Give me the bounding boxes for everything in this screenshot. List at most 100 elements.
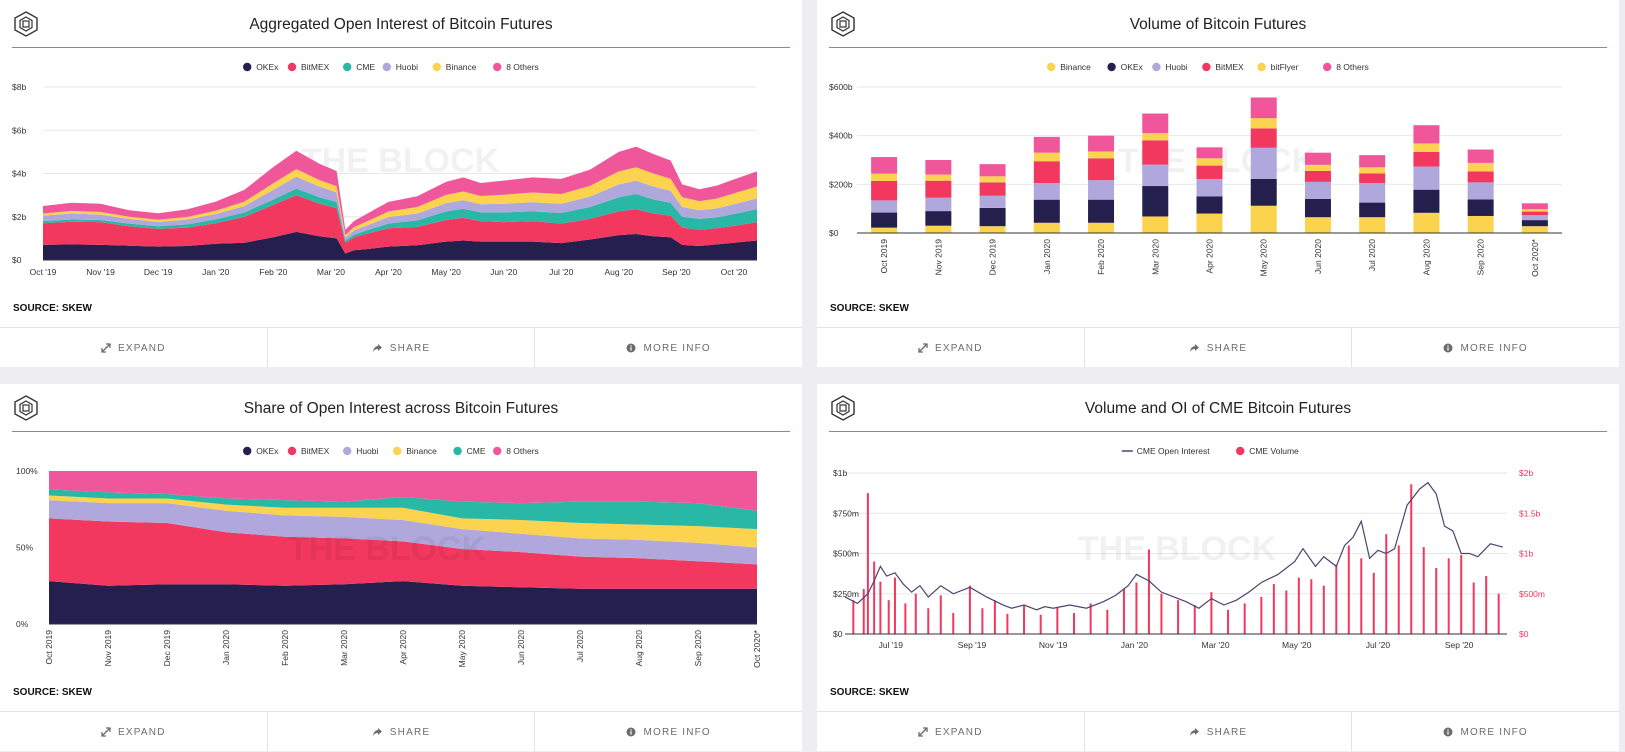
volume-bar (1372, 572, 1375, 634)
bar-bitflyer (871, 173, 898, 181)
share-button[interactable]: SHARE (1085, 712, 1353, 751)
bar-8-others (1304, 152, 1331, 165)
x-tick-label: May '20 (1282, 640, 1312, 650)
share-button[interactable]: SHARE (1085, 328, 1353, 367)
volume-bar (893, 577, 896, 634)
volume-bar (873, 561, 876, 634)
x-tick-label: Oct '20 (721, 267, 748, 277)
volume-bar (952, 613, 955, 634)
expand-button[interactable]: EXPAND (817, 712, 1085, 751)
bar-bitmex (1142, 140, 1169, 165)
bar-binance (1359, 217, 1386, 233)
legend-swatch-binance (1047, 62, 1056, 72)
area-bitmex (49, 518, 757, 589)
volume-bar (1227, 609, 1230, 634)
card-actions: EXPAND SHARE MORE INFO (0, 327, 802, 367)
legend-label-cme: CME (467, 446, 486, 456)
bar-bitmex (925, 180, 952, 198)
legend-swatch-okex (243, 446, 252, 456)
x-tick-label: Dec 2019 (162, 630, 172, 667)
legend-swatch-huobi (1152, 62, 1161, 72)
y-left-tick-label: $750m (833, 508, 859, 518)
bar-okex (1304, 198, 1331, 218)
volume-bar (1039, 614, 1042, 634)
legend-label-okex: OKEx (1121, 62, 1144, 72)
expand-button[interactable]: EXPAND (817, 328, 1085, 367)
x-tick-label: Sep 2020 (693, 630, 703, 667)
x-tick-label: Jul '20 (1366, 640, 1391, 650)
legend-label-binance: Binance (1060, 62, 1091, 72)
volume-bar (1122, 588, 1125, 634)
bar-okex (1250, 178, 1277, 206)
legend-swatch-8-others (1323, 62, 1332, 72)
y-tick-label: $400b (829, 131, 853, 141)
more-info-label: MORE INFO (1460, 342, 1528, 354)
expand-icon (918, 727, 928, 737)
bar-8-others (1088, 135, 1115, 152)
bar-binance (1413, 212, 1440, 233)
legend-label-8-others: 8 Others (1336, 62, 1369, 72)
share-label: SHARE (1206, 726, 1248, 738)
bar-okex (1359, 202, 1386, 218)
chart-card-cme: Volume and OI of CME Bitcoin Futures CME… (817, 384, 1619, 751)
legend-swatch-cme (343, 62, 352, 72)
x-tick-label: Mar 2020 (339, 630, 349, 666)
volume-bar (1147, 549, 1150, 634)
volume-bar (1210, 592, 1213, 634)
x-tick-label: Sep '19 (958, 640, 987, 650)
chart-title: Aggregated Open Interest of Bitcoin Futu… (249, 16, 553, 33)
legend-swatch-bitmex (287, 62, 297, 72)
expand-icon (101, 343, 111, 353)
legend-swatch-cme-volume (1236, 446, 1245, 456)
share-label: SHARE (389, 342, 431, 354)
bar-okex (1521, 220, 1548, 227)
legend-swatch-8-others (493, 446, 502, 456)
more-info-button[interactable]: MORE INFO (535, 712, 802, 751)
watermark: THE BLOCK (1078, 530, 1277, 568)
y-tick-label: $0 (12, 255, 22, 265)
chart-card-volume: Volume of Bitcoin Futures Binance OKEx Huo… (817, 0, 1619, 367)
x-tick-label: Nov '19 (86, 267, 115, 277)
more-info-button[interactable]: MORE INFO (1352, 328, 1619, 367)
bar-binance (871, 227, 898, 233)
volume-bar (1023, 605, 1026, 634)
x-tick-label: Jan 2020 (221, 630, 231, 665)
x-tick-label: Jul '19 (879, 640, 904, 650)
bar-huobi (1304, 181, 1331, 199)
area-okex (43, 231, 757, 260)
bar-okex (979, 207, 1006, 227)
info-icon (626, 343, 636, 353)
chart-card-share-oi: Share of Open Interest across Bitcoin Fu… (0, 384, 802, 751)
legend-label-okex: OKEx (256, 62, 279, 72)
x-tick-label: Dec '19 (144, 267, 173, 277)
volume-bar (1460, 555, 1463, 634)
y-tick-label: $200b (829, 179, 853, 189)
legend-swatch-bitflyer (1257, 62, 1266, 72)
expand-button[interactable]: EXPAND (0, 712, 268, 751)
share-icon (1189, 343, 1200, 353)
legend-swatch-bitmex (287, 446, 297, 456)
bar-huobi (1521, 215, 1548, 221)
share-button[interactable]: SHARE (268, 712, 536, 751)
expand-button[interactable]: EXPAND (0, 328, 268, 367)
more-info-button[interactable]: MORE INFO (535, 328, 802, 367)
bar-bitflyer (1413, 143, 1440, 152)
volume-bar (879, 581, 882, 634)
bar-huobi (1467, 182, 1494, 200)
more-info-button[interactable]: MORE INFO (1352, 712, 1619, 751)
share-label: SHARE (1206, 342, 1248, 354)
the-block-logo-icon (14, 11, 38, 37)
x-tick-label: Oct 2020* (752, 629, 762, 667)
x-tick-label: Jun 2020 (1313, 239, 1323, 274)
share-button[interactable]: SHARE (268, 328, 536, 367)
legend-label-8-others: 8 Others (506, 62, 539, 72)
source-label: SOURCE: SKEW (13, 303, 92, 314)
bar-okex (1142, 186, 1169, 217)
y-tick-label: $6b (12, 125, 26, 135)
share-icon (372, 343, 383, 353)
x-tick-label: Nov 2019 (103, 630, 113, 667)
legend-swatch-binance (432, 62, 441, 72)
y-left-tick-label: $1b (833, 468, 847, 478)
legend-swatch-huobi (343, 446, 352, 456)
bar-8-others (1250, 97, 1277, 119)
